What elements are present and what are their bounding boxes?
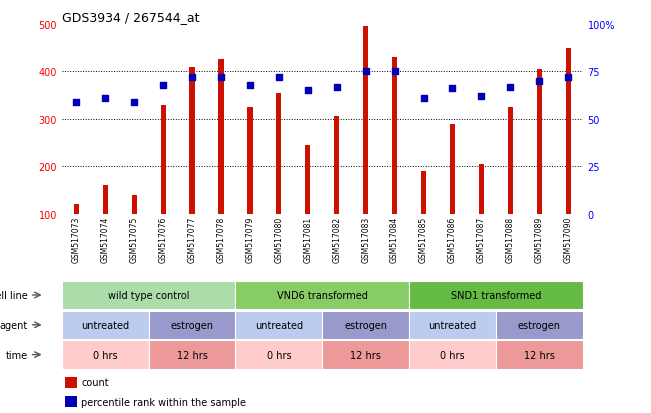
Point: [158, 82, 169, 89]
Bar: [247, 108, 253, 214]
Text: GSM517085: GSM517085: [419, 216, 428, 263]
Bar: [236, 281, 409, 310]
Bar: [236, 311, 322, 339]
Text: GSM517083: GSM517083: [361, 216, 370, 263]
Bar: [478, 165, 484, 214]
Text: 0 hrs: 0 hrs: [266, 350, 291, 360]
Text: GSM517077: GSM517077: [187, 216, 197, 263]
Bar: [62, 281, 236, 310]
Text: cell line: cell line: [0, 290, 28, 300]
Point: [71, 99, 81, 106]
Point: [215, 75, 226, 81]
Point: [331, 84, 342, 90]
Text: GSM517088: GSM517088: [506, 216, 515, 262]
Point: [505, 84, 516, 90]
Point: [447, 86, 458, 93]
Bar: [236, 340, 322, 369]
Text: GSM517074: GSM517074: [101, 216, 110, 263]
Bar: [322, 340, 409, 369]
Bar: [62, 340, 148, 369]
Text: GSM517073: GSM517073: [72, 216, 81, 263]
Point: [563, 75, 574, 81]
Text: VND6 transformed: VND6 transformed: [277, 290, 368, 300]
Point: [476, 93, 486, 100]
Bar: [276, 93, 281, 214]
Bar: [409, 281, 583, 310]
Bar: [148, 311, 236, 339]
Text: 0 hrs: 0 hrs: [440, 350, 465, 360]
Point: [361, 69, 371, 76]
Text: estrogen: estrogen: [171, 320, 214, 330]
Point: [245, 82, 255, 89]
Bar: [496, 311, 583, 339]
Bar: [148, 340, 236, 369]
Bar: [161, 105, 166, 214]
Bar: [103, 186, 108, 214]
Bar: [450, 124, 455, 214]
Text: GSM517076: GSM517076: [159, 216, 167, 263]
Text: GSM517090: GSM517090: [564, 216, 573, 263]
Text: GSM517075: GSM517075: [130, 216, 139, 263]
Text: wild type control: wild type control: [108, 290, 189, 300]
Bar: [132, 195, 137, 214]
Bar: [334, 117, 339, 214]
Text: GSM517078: GSM517078: [217, 216, 225, 263]
Text: SND1 transformed: SND1 transformed: [450, 290, 541, 300]
Point: [187, 75, 197, 81]
Bar: [322, 311, 409, 339]
Bar: [409, 340, 496, 369]
Bar: [421, 172, 426, 214]
Text: GSM517082: GSM517082: [332, 216, 341, 262]
Text: 12 hrs: 12 hrs: [350, 350, 381, 360]
Bar: [409, 311, 496, 339]
Text: GSM517087: GSM517087: [477, 216, 486, 263]
Text: GSM517084: GSM517084: [390, 216, 399, 263]
Text: 0 hrs: 0 hrs: [93, 350, 118, 360]
Text: GSM517079: GSM517079: [245, 216, 255, 263]
Text: untreated: untreated: [81, 320, 130, 330]
Bar: [508, 108, 513, 214]
Bar: [189, 67, 195, 214]
Bar: [305, 146, 311, 214]
Bar: [363, 27, 368, 214]
Text: estrogen: estrogen: [518, 320, 561, 330]
Point: [100, 95, 111, 102]
Bar: [496, 340, 583, 369]
Text: time: time: [6, 350, 28, 360]
Text: GSM517081: GSM517081: [303, 216, 312, 262]
Text: GSM517080: GSM517080: [274, 216, 283, 263]
Text: estrogen: estrogen: [344, 320, 387, 330]
Point: [389, 69, 400, 76]
Bar: [74, 205, 79, 214]
Bar: [566, 48, 571, 214]
Text: untreated: untreated: [255, 320, 303, 330]
Point: [129, 99, 139, 106]
Text: agent: agent: [0, 320, 28, 330]
Point: [303, 88, 313, 95]
Point: [534, 78, 544, 85]
Bar: [65, 396, 77, 407]
Bar: [65, 377, 77, 388]
Text: GSM517089: GSM517089: [534, 216, 544, 263]
Bar: [536, 70, 542, 214]
Text: count: count: [81, 377, 109, 387]
Text: percentile rank within the sample: percentile rank within the sample: [81, 397, 246, 407]
Bar: [392, 58, 397, 214]
Text: 12 hrs: 12 hrs: [524, 350, 555, 360]
Point: [273, 75, 284, 81]
Text: GDS3934 / 267544_at: GDS3934 / 267544_at: [62, 11, 199, 24]
Point: [419, 95, 429, 102]
Text: 12 hrs: 12 hrs: [176, 350, 208, 360]
Text: GSM517086: GSM517086: [448, 216, 457, 263]
Bar: [218, 60, 223, 214]
Text: untreated: untreated: [428, 320, 477, 330]
Bar: [62, 311, 148, 339]
